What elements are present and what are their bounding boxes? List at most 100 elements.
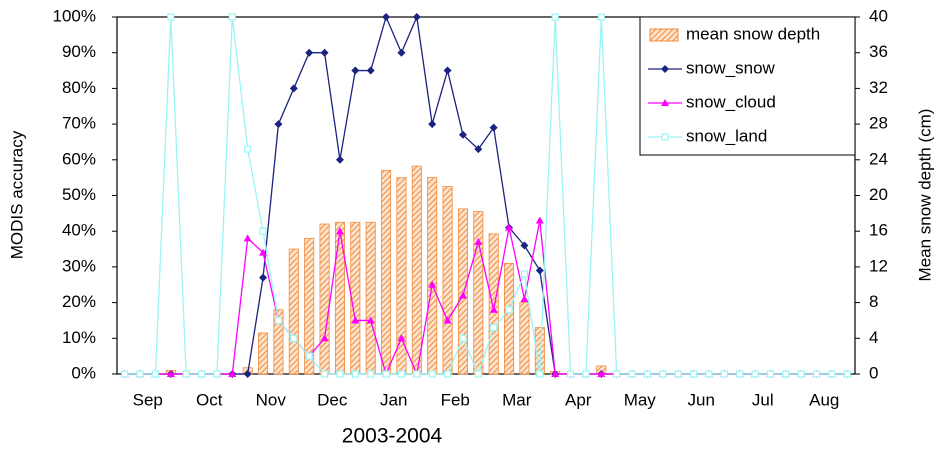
y-tick-label: 20% — [62, 292, 96, 311]
y-tick-label: 50% — [62, 185, 96, 204]
x-tick-label: Feb — [441, 390, 470, 409]
y-tick-label: 30% — [62, 256, 96, 275]
marker — [351, 316, 360, 324]
bar — [504, 262, 515, 375]
marker — [289, 84, 298, 93]
y-tick-label: 90% — [62, 42, 96, 61]
legend-label: snow_snow — [686, 58, 776, 77]
y2-tick-label: 16 — [869, 221, 888, 240]
x-tick-label: Apr — [565, 390, 592, 409]
marker — [335, 227, 344, 235]
x-tick-label: Jan — [380, 390, 407, 409]
bar — [288, 248, 299, 375]
y2-tick-label: 4 — [869, 328, 878, 347]
y2-tick-label: 24 — [869, 149, 888, 168]
marker — [259, 248, 268, 256]
marker — [459, 334, 467, 342]
marker — [443, 316, 452, 324]
marker — [197, 370, 206, 378]
x-tick-label: Mar — [502, 390, 532, 409]
marker — [490, 323, 498, 332]
marker — [551, 13, 559, 21]
marker — [474, 237, 483, 245]
marker — [812, 370, 821, 378]
marker — [243, 234, 252, 242]
marker — [428, 370, 436, 378]
bar — [473, 211, 484, 375]
y2-tick-label: 8 — [869, 292, 878, 311]
marker — [597, 13, 605, 21]
bar — [411, 165, 422, 375]
bar — [319, 223, 330, 375]
marker — [705, 370, 713, 378]
x-tick-label: Dec — [317, 390, 348, 409]
marker — [536, 370, 544, 378]
legend-marker — [661, 133, 669, 141]
marker — [320, 48, 329, 57]
y2-tick-label: 40 — [869, 6, 888, 25]
marker — [367, 370, 375, 378]
marker — [274, 316, 283, 325]
bar — [273, 309, 284, 375]
y-tick-label: 40% — [62, 221, 96, 240]
marker — [489, 123, 498, 132]
marker — [689, 370, 698, 378]
marker — [628, 370, 636, 378]
marker — [520, 270, 529, 278]
marker — [674, 370, 682, 378]
bar — [442, 186, 453, 375]
bar — [381, 170, 392, 375]
marker — [397, 370, 406, 378]
marker — [382, 13, 391, 21]
marker — [243, 370, 252, 378]
marker — [382, 370, 390, 378]
marker — [305, 352, 313, 360]
y-axis-title: MODIS accuracy — [7, 130, 26, 259]
y-tick-label: 80% — [62, 78, 96, 97]
marker — [412, 13, 421, 21]
marker — [320, 370, 329, 378]
marker — [443, 66, 452, 75]
x-tick-label: Jun — [688, 390, 715, 409]
y2-tick-label: 12 — [869, 256, 888, 275]
marker — [782, 370, 790, 378]
y2-tick-label: 20 — [869, 185, 888, 204]
x-tick-label: Aug — [809, 390, 839, 409]
marker — [720, 370, 728, 378]
marker — [413, 370, 421, 378]
marker — [351, 370, 359, 378]
marker — [166, 370, 175, 377]
marker — [489, 305, 498, 313]
marker — [366, 316, 375, 324]
marker — [582, 370, 590, 378]
marker — [428, 120, 437, 129]
marker — [244, 145, 252, 153]
marker — [736, 370, 744, 378]
y-tick-label: 0% — [71, 363, 96, 382]
x-tick-label: May — [624, 390, 657, 409]
legend-marker — [661, 99, 669, 106]
y2-tick-label: 0 — [869, 363, 878, 382]
marker — [351, 66, 360, 75]
y2-tick-label: 36 — [869, 42, 888, 61]
marker — [766, 370, 775, 378]
marker — [458, 291, 467, 299]
marker — [797, 370, 805, 378]
marker — [597, 370, 606, 377]
marker — [613, 370, 621, 378]
marker — [397, 334, 406, 342]
marker — [520, 241, 529, 250]
marker — [182, 370, 190, 378]
legend-label: snow_land — [686, 126, 767, 145]
marker — [336, 370, 344, 378]
marker — [520, 295, 529, 303]
marker — [535, 216, 544, 224]
y2-axis-title: Mean snow depth (cm) — [915, 109, 934, 282]
marker — [259, 273, 268, 282]
marker — [443, 370, 452, 378]
marker — [136, 370, 144, 378]
x-tick-label: Oct — [196, 390, 223, 409]
y-tick-label: 70% — [62, 114, 96, 133]
marker — [151, 370, 160, 378]
